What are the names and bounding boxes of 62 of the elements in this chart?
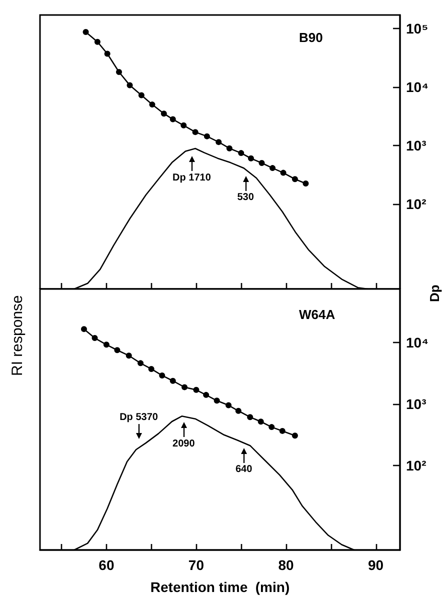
point — [82, 29, 89, 36]
point — [170, 378, 176, 384]
annotation: 2090 — [172, 438, 196, 450]
annotation: Dp 1710 — [172, 172, 212, 184]
point — [104, 50, 110, 57]
annotation: 530 — [237, 192, 254, 204]
point — [149, 102, 156, 108]
point — [103, 342, 110, 348]
chart-title: W64A — [299, 307, 336, 322]
point — [80, 326, 87, 332]
point — [203, 392, 210, 398]
annotation: Dp 5370 — [120, 412, 158, 423]
point — [126, 82, 133, 88]
chart-title: B90 — [299, 30, 323, 45]
point — [279, 428, 286, 434]
point — [116, 69, 122, 76]
point — [302, 180, 309, 187]
point — [214, 398, 220, 404]
point — [238, 150, 244, 156]
point — [170, 116, 176, 122]
point — [138, 92, 144, 98]
y-tick-label: 10³ — [406, 137, 427, 154]
point — [226, 402, 232, 408]
point — [270, 165, 276, 172]
point — [258, 418, 264, 425]
y-tick-label: 10² — [406, 457, 427, 474]
y-tick-label: 10⁴ — [406, 78, 429, 95]
point — [126, 352, 132, 359]
x-tick-label: 90 — [368, 557, 384, 573]
y-tick-label: 10⁴ — [406, 334, 429, 350]
point — [94, 38, 100, 45]
point — [159, 372, 166, 378]
point — [292, 432, 298, 439]
x-axis-title: Retention time (min) — [150, 579, 290, 595]
point — [258, 160, 265, 166]
point — [193, 386, 200, 393]
y-tick-label: 10² — [406, 196, 427, 212]
point — [292, 176, 298, 182]
point — [180, 122, 187, 128]
x-tick-label: 70 — [188, 557, 204, 573]
point — [160, 110, 167, 117]
y-axis-title: Dp — [427, 284, 442, 302]
x-tick-label: 60 — [98, 557, 114, 573]
y-axis-title: RI response — [9, 295, 26, 376]
y-tick-label: 10³ — [406, 396, 427, 412]
point — [216, 139, 222, 146]
point — [138, 360, 144, 366]
point — [248, 155, 254, 162]
point — [268, 424, 275, 430]
point — [148, 366, 154, 372]
point — [280, 170, 286, 176]
point — [226, 145, 232, 152]
point — [235, 408, 242, 414]
point — [192, 129, 198, 136]
x-tick-label: 80 — [278, 557, 294, 573]
point — [92, 335, 98, 342]
point — [247, 414, 254, 420]
point — [204, 133, 210, 140]
point — [182, 384, 188, 390]
y-tick-label: 10⁵ — [406, 20, 428, 36]
annotation: 640 — [235, 464, 253, 476]
point — [114, 347, 120, 354]
